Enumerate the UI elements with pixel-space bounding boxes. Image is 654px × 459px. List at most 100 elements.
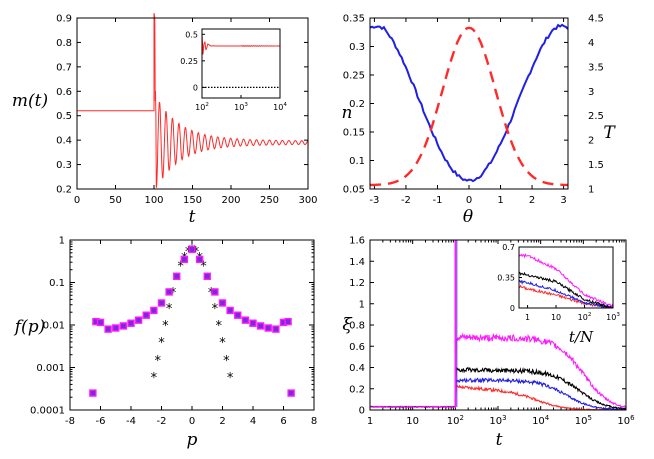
x-tick-label: -6 — [96, 416, 106, 427]
y-tick-label: 0.2 — [56, 185, 72, 196]
panel-correlation: 1 10 102 103 104 105 10600.20.40.60.811.21.41.… — [342, 236, 635, 451]
x-tick-label: -2 — [157, 416, 167, 427]
square-marker — [127, 319, 135, 327]
square-marker — [284, 317, 292, 326]
square-marker — [287, 389, 295, 397]
inset-background — [519, 247, 613, 308]
x-tick-label: 10 — [406, 416, 419, 427]
inset-y-tick-label: 0.5 — [185, 30, 198, 39]
x-tick-label: 0 — [74, 195, 80, 206]
y2-tick-label: 3 — [588, 87, 594, 98]
y-tick-label: 1.6 — [349, 236, 365, 247]
x-tick-label: 104 — [532, 414, 550, 427]
x-tick-label: 2 — [219, 416, 225, 427]
x-tick-label: 50 — [109, 195, 122, 206]
x-tick-label: 105 — [575, 414, 592, 427]
x-tick-label: 103 — [489, 414, 506, 427]
series-line — [77, 13, 309, 188]
x-tick-label: 4 — [250, 416, 256, 427]
square-marker — [165, 288, 173, 296]
x-tick-label: 250 — [260, 195, 279, 206]
plot-frame — [69, 239, 315, 411]
inset-x-tick-label: 102 — [195, 102, 209, 112]
y-axis-title: f(p) — [13, 317, 45, 337]
plot-frame — [369, 239, 627, 411]
series-blue — [369, 377, 627, 411]
square-marker — [211, 288, 219, 296]
x-tick-label: 100 — [144, 195, 163, 206]
x-tick-label: -4 — [126, 416, 136, 427]
x-tick-label: -1 — [432, 195, 442, 206]
x-tick-label: 8 — [311, 416, 317, 427]
square-marker — [188, 245, 196, 254]
square-marker — [134, 316, 143, 324]
inset-y-tick-label: 0 — [510, 304, 515, 313]
inset-frame — [518, 246, 614, 309]
y-tick-label: 0.3 — [349, 42, 365, 53]
inset-series-magenta — [518, 253, 614, 308]
x-tick-label: 2 — [529, 195, 535, 206]
square-marker — [173, 272, 181, 280]
panel-distribution: -8 -6 -4 -2 0 2 4 6 80.00010.0010.010.11********… — [13, 236, 317, 451]
panel-magnetization: 0 50 100 150 200 250 300 0.2 0.3 0.4 0.5 0.6 0.7 0.8 0… — [12, 13, 318, 227]
star-marker: * — [177, 260, 184, 275]
y-tick-label: 0.15 — [343, 128, 365, 139]
inset-x-tick-label: 103 — [234, 102, 248, 112]
star-marker: * — [151, 371, 158, 386]
x-tick-label: 3 — [560, 195, 566, 206]
star-marker: * — [193, 245, 200, 260]
y-tick-label: 0.4 — [56, 136, 72, 147]
square-marker — [112, 324, 120, 332]
x-axis-title: p — [187, 430, 198, 450]
square-marker — [119, 322, 128, 330]
x-tick-label: 6 — [280, 416, 286, 427]
inset-background — [202, 29, 280, 98]
star-marker: * — [215, 319, 222, 334]
density-line — [369, 23, 569, 183]
square-marker — [226, 306, 234, 315]
y2-tick-label: 1.5 — [588, 160, 604, 171]
x-tick-label: 0 — [466, 195, 472, 206]
inset-x-axis-title: t/N — [569, 328, 594, 346]
inset-x-tick-label: 10 — [551, 313, 561, 322]
y-tick-label: 0 — [359, 406, 365, 417]
y-tick-label: 0.3 — [56, 160, 72, 171]
y-tick-label: 0.01 — [43, 321, 65, 332]
x-tick-label: 300 — [298, 195, 317, 206]
y2-axis-title: T — [603, 123, 616, 143]
y-tick-label: 0.1 — [349, 156, 365, 167]
y-tick-label: 0.2 — [349, 99, 365, 110]
inset-x-tick-label: 104 — [273, 102, 287, 112]
y-tick-label: 0.25 — [343, 71, 365, 82]
inset-series-blue — [518, 279, 613, 309]
square-marker — [203, 272, 211, 280]
star-marker: * — [223, 354, 230, 369]
x-tick-label: 150 — [183, 195, 202, 206]
y-tick-label: 0.8 — [349, 321, 365, 332]
y-tick-label: 0.7 — [56, 62, 72, 73]
x-axis-title: t — [189, 207, 196, 227]
square-marker — [96, 318, 105, 327]
x-tick-label: -2 — [401, 195, 411, 206]
square-marker — [150, 306, 158, 315]
square-marker — [234, 311, 242, 319]
x-tick-label: -3 — [369, 195, 379, 206]
series-magenta — [369, 332, 627, 409]
inset-x-tick-label: 1 — [525, 313, 530, 322]
x-tick-label: 106 — [617, 414, 635, 427]
x-axis-title: θ — [463, 207, 473, 227]
y-tick-label: 0.6 — [349, 342, 365, 353]
y-tick-label: 0.8 — [56, 38, 72, 49]
square-marker — [104, 325, 112, 333]
star-marker: * — [227, 371, 234, 386]
star-marker: * — [162, 319, 169, 334]
y-tick-label: 0.05 — [343, 185, 365, 196]
x-tick-label: 200 — [221, 195, 240, 206]
square-marker — [264, 324, 272, 332]
x-tick-label: 1 — [367, 416, 373, 427]
plot-frame — [76, 17, 309, 190]
square-marker — [180, 255, 189, 264]
y-tick-label: 0.2 — [349, 384, 365, 395]
y-tick-label: 1.4 — [349, 257, 365, 268]
